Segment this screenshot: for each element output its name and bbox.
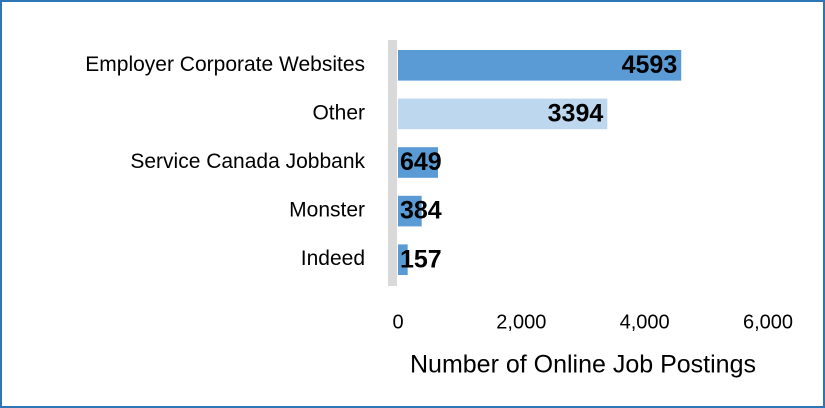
x-tick-label: 2,000 bbox=[496, 311, 546, 333]
bar bbox=[398, 147, 439, 178]
y-tick-label: Employer Corporate Websites bbox=[85, 53, 365, 76]
x-tick-label: 6,000 bbox=[743, 311, 793, 333]
bar bbox=[398, 98, 608, 130]
y-tick-label: Other bbox=[312, 101, 365, 124]
value-label: 3394 bbox=[548, 100, 604, 128]
y-tick-label: Indeed bbox=[301, 247, 365, 270]
value-label: 384 bbox=[400, 197, 442, 225]
y-tick-label: Service Canada Jobbank bbox=[130, 150, 365, 173]
x-tick-label: 0 bbox=[392, 311, 403, 333]
y-tick-label: Monster bbox=[289, 199, 365, 222]
value-label: 157 bbox=[400, 245, 442, 273]
value-label: 649 bbox=[400, 148, 442, 176]
y-axis-line bbox=[388, 40, 397, 286]
x-axis-label: Number of Online Job Postings bbox=[410, 351, 756, 379]
x-tick-label: 4,000 bbox=[620, 311, 670, 333]
bar bbox=[398, 244, 408, 276]
bar bbox=[398, 49, 682, 81]
value-label: 4593 bbox=[622, 51, 678, 79]
bar bbox=[398, 195, 422, 227]
